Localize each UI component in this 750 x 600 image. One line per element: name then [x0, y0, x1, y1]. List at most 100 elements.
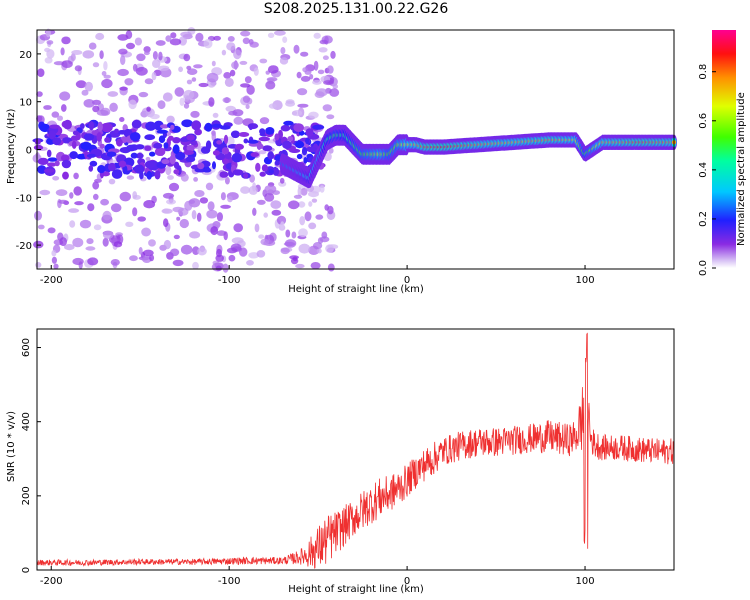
noise-blob: [96, 109, 109, 116]
noise-blob: [298, 228, 308, 238]
signal-blob: [104, 137, 111, 143]
noise-blob: [216, 230, 227, 236]
noise-blob: [138, 247, 143, 255]
noise-blob: [178, 66, 184, 73]
noise-blob: [35, 262, 42, 268]
noise-blob: [126, 175, 135, 180]
noise-blob: [256, 199, 266, 205]
noise-blob: [72, 257, 84, 266]
noise-blob: [165, 35, 172, 42]
noise-blob: [244, 76, 252, 84]
noise-blob: [71, 50, 83, 55]
noise-blob: [59, 237, 67, 247]
noise-blob: [191, 210, 197, 220]
signal-blob: [197, 162, 205, 170]
noise-blob: [163, 239, 171, 250]
noise-blob: [173, 234, 180, 240]
bottom-x-ticks: -200 -100 0 100: [40, 566, 595, 587]
signal-blob: [170, 124, 175, 130]
noise-blob: [124, 78, 134, 86]
noise-blob: [167, 175, 174, 180]
noise-blob: [310, 262, 321, 270]
noise-blob: [135, 66, 148, 76]
signal-blob: [306, 146, 317, 153]
signal-blob: [274, 133, 280, 141]
signal-blob: [211, 123, 223, 128]
signal-blob: [108, 162, 117, 172]
noise-blob: [288, 200, 300, 210]
noise-blob: [292, 256, 298, 262]
noise-blob: [328, 147, 334, 154]
noise-blob: [101, 71, 107, 76]
noise-blob: [158, 65, 170, 71]
noise-blob: [52, 176, 60, 181]
signal-blob: [272, 167, 280, 176]
noise-blob: [229, 69, 236, 77]
noise-blob: [267, 65, 279, 74]
signal-blob: [88, 121, 94, 131]
noise-blob: [74, 201, 84, 206]
noise-blob: [180, 244, 193, 255]
noise-blob: [188, 199, 196, 204]
signal-blob: [159, 124, 170, 129]
signal-blob: [223, 158, 229, 164]
noise-blob: [322, 104, 332, 112]
noise-blob: [68, 208, 80, 213]
noise-blob: [300, 51, 309, 57]
noise-blob: [46, 40, 54, 45]
noise-blob: [297, 186, 302, 197]
noise-blob: [249, 174, 256, 183]
signal-blob: [144, 145, 152, 151]
noise-blob: [197, 247, 207, 256]
noise-blob: [176, 216, 181, 221]
noise-blob: [264, 192, 275, 202]
noise-blob: [183, 89, 195, 100]
noise-blob: [226, 136, 235, 146]
noise-blob: [215, 254, 224, 262]
signal-blob: [62, 171, 69, 180]
noise-blob: [144, 78, 154, 85]
noise-blob: [326, 114, 335, 120]
signal-blob: [47, 157, 58, 162]
signal-blob: [261, 164, 268, 172]
noise-blob: [295, 263, 305, 269]
noise-blob: [242, 37, 250, 45]
noise-blob: [93, 193, 99, 200]
noise-blob: [99, 50, 104, 60]
noise-blob: [37, 224, 45, 230]
signal-blob: [175, 151, 186, 161]
noise-blob: [136, 53, 146, 62]
signal-blob: [37, 165, 47, 174]
signal-blob: [69, 151, 78, 160]
noise-blob: [297, 103, 309, 108]
noise-blob: [299, 216, 306, 226]
noise-blob: [267, 32, 275, 38]
noise-blob: [325, 244, 334, 253]
noise-blob: [92, 62, 100, 68]
noise-blob: [53, 61, 65, 66]
noise-blob: [296, 71, 302, 79]
noise-blob: [179, 218, 189, 229]
noise-blob: [172, 206, 184, 213]
noise-blob: [155, 40, 166, 46]
noise-blob: [259, 117, 270, 125]
noise-blob: [326, 65, 334, 74]
signal-blob: [154, 147, 166, 156]
signal-blob: [216, 140, 223, 145]
top-x-axis-label: Height of straight line (km): [288, 284, 424, 295]
bottom-y-tick-label: 0: [21, 567, 32, 573]
noise-blob: [308, 245, 320, 255]
noise-blob: [102, 237, 109, 247]
signal-blob: [163, 142, 169, 149]
bottom-y-axis-label: SNR (10 * v/v): [6, 410, 17, 482]
signal-blob: [80, 141, 92, 151]
noise-blob: [69, 192, 74, 199]
noise-blob: [57, 115, 63, 121]
signal-blob: [265, 126, 275, 135]
noise-blob: [308, 111, 319, 119]
top-x-tick-label: 0: [404, 275, 410, 286]
bottom-x-axis-label: Height of straight line (km): [288, 584, 424, 595]
noise-blob: [224, 77, 234, 87]
signal-blob: [169, 154, 176, 165]
noise-blob: [169, 38, 182, 46]
